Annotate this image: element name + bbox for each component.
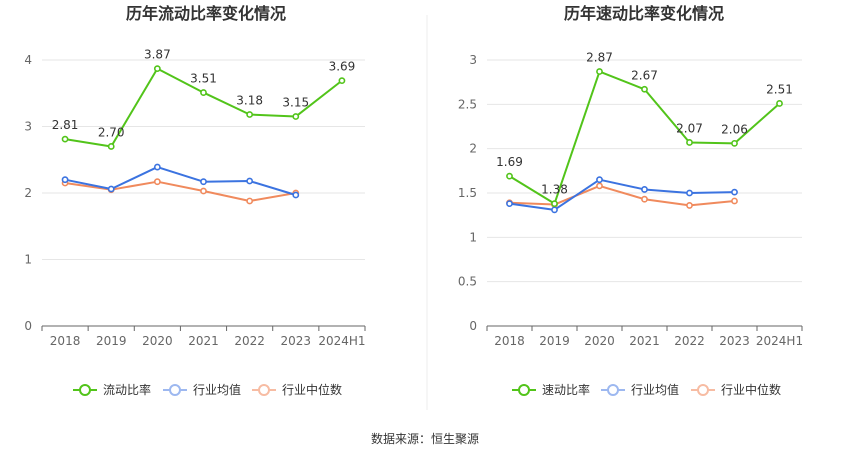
data-label: 2.70 [98, 125, 125, 139]
y-tick-label: 1 [469, 230, 477, 244]
data-point [200, 89, 207, 96]
data-label: 2.06 [721, 122, 748, 136]
legend-label: 行业均值 [193, 382, 241, 397]
x-tick-label: 2018 [494, 334, 525, 348]
legend-label: 行业中位数 [282, 382, 342, 397]
data-point [686, 202, 693, 209]
x-tick-label: 2019 [96, 334, 127, 348]
y-tick-label: 2.5 [458, 97, 477, 111]
data-point [153, 163, 161, 171]
x-tick-label: 2021 [188, 334, 219, 348]
data-label: 3.15 [282, 96, 309, 110]
data-point [641, 195, 648, 203]
data-point [107, 143, 115, 150]
data-point [596, 182, 603, 190]
data-point [200, 178, 207, 186]
y-tick-label: 2 [469, 142, 477, 156]
legend-label: 速动比率 [542, 382, 590, 397]
x-tick-label: 2020 [584, 334, 615, 348]
data-point [731, 139, 738, 147]
y-tick-label: 1 [24, 253, 32, 267]
y-tick-label: 0.5 [458, 275, 477, 289]
x-tick-label: 2022 [674, 334, 705, 348]
data-point [292, 113, 300, 120]
legend-swatch-marker [258, 384, 270, 396]
data-point [686, 139, 693, 146]
data-label: 2.07 [676, 121, 703, 135]
data-point [551, 200, 558, 208]
legend-swatch-marker [607, 384, 619, 396]
data-label: 3.18 [236, 94, 263, 108]
data-point [506, 172, 513, 180]
data-label: 2.87 [586, 51, 613, 65]
legend-swatch-marker [79, 384, 91, 396]
y-tick-label: 0 [24, 319, 32, 333]
x-tick-label: 2019 [539, 334, 570, 348]
series-line [64, 180, 296, 202]
data-label: 3.87 [144, 48, 171, 62]
series-line [509, 178, 735, 211]
x-tick-label: 2022 [234, 334, 265, 348]
x-tick-label: 2020 [142, 334, 173, 348]
data-point [61, 135, 69, 143]
data-point [731, 188, 738, 196]
x-tick-label: 2018 [50, 334, 81, 348]
x-tick-label: 2023 [719, 334, 750, 348]
data-label: 1.38 [541, 183, 568, 197]
x-tick-label: 2024H1 [756, 334, 803, 348]
legend-swatch-marker [169, 384, 181, 396]
series-line [509, 184, 735, 207]
data-point [641, 186, 648, 193]
data-point [61, 176, 69, 184]
data-point [506, 200, 513, 208]
y-tick-label: 2 [24, 186, 32, 200]
data-label: 3.69 [329, 60, 356, 74]
y-tick-label: 3 [24, 120, 32, 134]
data-point [107, 185, 115, 193]
x-tick-label: 2023 [281, 334, 312, 348]
data-point [731, 197, 738, 205]
data-point [686, 189, 693, 197]
legend-swatch-marker [697, 384, 709, 396]
x-tick-label: 2021 [629, 334, 660, 348]
legend-label: 流动比率 [103, 382, 151, 397]
data-label: 3.51 [190, 72, 217, 86]
legend-label: 行业中位数 [721, 382, 781, 397]
chart-title: 历年速动比率变化情况 [564, 4, 724, 23]
x-tick-label: 2024H1 [318, 334, 365, 348]
y-tick-label: 1.5 [458, 186, 477, 200]
legend-swatch-marker [518, 384, 530, 396]
y-tick-label: 4 [24, 53, 32, 67]
data-point [246, 197, 254, 205]
data-label: 2.67 [631, 68, 658, 82]
data-label: 1.69 [496, 155, 523, 169]
data-point [292, 191, 300, 199]
data-point [641, 85, 648, 93]
data-point [551, 206, 558, 214]
legend-label: 行业均值 [631, 382, 679, 397]
data-point [200, 187, 207, 195]
data-point [776, 100, 783, 107]
data-point [246, 111, 254, 118]
data-point [246, 177, 254, 185]
source-note: 数据来源：恒生聚源 [371, 431, 479, 446]
data-point [596, 176, 603, 184]
chart-title: 历年流动比率变化情况 [126, 4, 286, 23]
data-point [153, 178, 161, 186]
series-line [64, 166, 297, 196]
data-label: 2.81 [52, 118, 79, 132]
y-tick-label: 3 [469, 53, 477, 67]
y-tick-label: 0 [469, 319, 477, 333]
data-point [153, 65, 161, 73]
data-point [338, 77, 346, 85]
data-label: 2.51 [766, 82, 793, 96]
data-point [596, 68, 603, 75]
